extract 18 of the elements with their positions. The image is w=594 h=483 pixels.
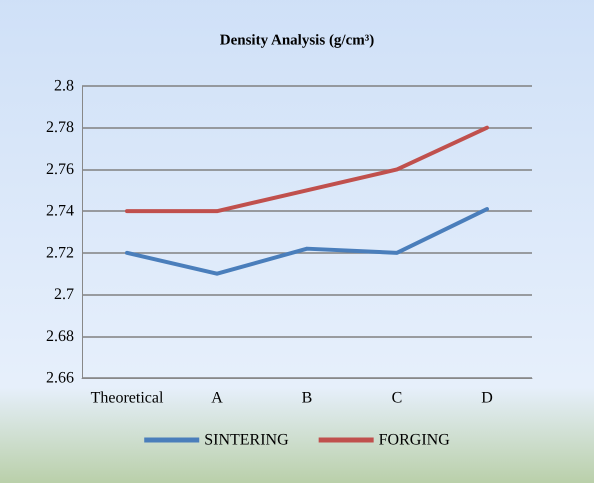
x-tick-label: Theoretical xyxy=(90,390,164,406)
y-tick-label: 2.7 xyxy=(54,286,74,304)
y-tick-label: 2.74 xyxy=(46,202,74,220)
y-tick-label: 2.66 xyxy=(46,370,74,386)
y-tick-label: 2.76 xyxy=(46,160,74,178)
legend-label: FORGING xyxy=(378,432,450,448)
x-tick-label: B xyxy=(302,390,312,406)
legend-label: SINTERING xyxy=(204,432,290,448)
line-series xyxy=(125,126,489,214)
x-tick-label: C xyxy=(392,390,402,406)
y-tick-label: 2.68 xyxy=(46,328,74,345)
y-tick-label: 2.8 xyxy=(54,78,74,94)
y-tick-label: 2.72 xyxy=(46,244,74,262)
line-series xyxy=(125,207,489,276)
y-tick-label: 2.78 xyxy=(46,119,74,136)
chart-title: Density Analysis (g/cm³) xyxy=(220,32,374,48)
x-tick-label: A xyxy=(211,390,224,406)
x-tick-label: D xyxy=(481,390,493,406)
